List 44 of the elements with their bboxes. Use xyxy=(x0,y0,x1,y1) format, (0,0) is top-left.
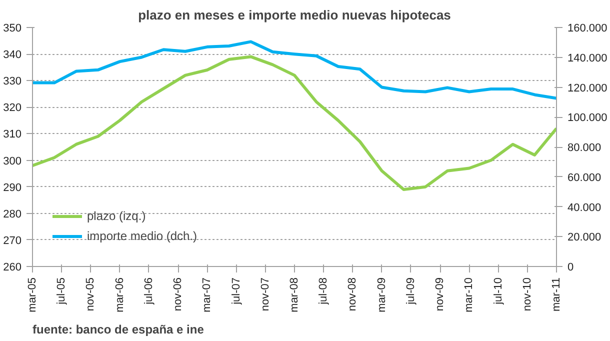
x-tick-label: nov-07 xyxy=(259,277,272,312)
x-tick-label: nov-10 xyxy=(521,277,534,312)
x-tick-label: jul-05 xyxy=(56,278,68,306)
y2-tick-label: 100.000 xyxy=(568,112,608,124)
x-tick-label: mar-07 xyxy=(201,278,214,312)
x-tick-label: jul-06 xyxy=(142,278,155,306)
legend-label: plazo (izq.) xyxy=(87,209,146,223)
y2-tick-label: 20.000 xyxy=(568,232,602,244)
y-tick-label: 260 xyxy=(3,262,22,274)
x-tick-label: mar-11 xyxy=(550,277,562,312)
x-tick-label: mar-06 xyxy=(114,278,126,312)
source-note: fuente: banco de españa e ine xyxy=(32,322,204,336)
x-tick-label: jul-10 xyxy=(492,278,504,306)
y-tick-label: 280 xyxy=(3,208,22,220)
x-tick-label: nov-08 xyxy=(346,277,359,312)
y-tick-label: 350 xyxy=(3,22,22,34)
x-tick-label: nov-05 xyxy=(84,277,97,312)
x-tick-label: mar-05 xyxy=(26,278,38,312)
y2-tick-label: 140.000 xyxy=(568,52,608,64)
line-series xyxy=(32,40,556,100)
y2-tick-label: 120.000 xyxy=(568,82,608,94)
y-tick-label: 270 xyxy=(3,234,22,247)
y2-tick-label: 160.000 xyxy=(568,22,608,34)
x-tick-label: mar-08 xyxy=(288,278,300,312)
y2-tick-label: 60.000 xyxy=(568,172,602,184)
x-tick-label: mar-10 xyxy=(463,278,476,312)
y-tick-label: 320 xyxy=(3,102,22,114)
y-tick-label: 290 xyxy=(3,182,22,194)
y-tick-label: 300 xyxy=(3,155,22,168)
x-tick-label: jul-09 xyxy=(404,278,417,306)
legend-label: importe medio (dch.) xyxy=(87,229,198,243)
x-tick-label: mar-09 xyxy=(376,278,388,312)
y-tick-label: 340 xyxy=(3,49,22,62)
x-tick-label: jul-08 xyxy=(318,278,330,306)
line-series xyxy=(32,55,556,191)
y-tick-label: 330 xyxy=(3,76,22,88)
x-tick-label: nov-06 xyxy=(172,277,184,312)
y2-tick-label: 80.000 xyxy=(568,142,602,154)
chart-title: plazo en meses e importe medio nuevas hipotecas xyxy=(138,8,451,22)
y2-tick-label: 40.000 xyxy=(568,202,602,214)
x-tick-label: nov-09 xyxy=(434,277,446,312)
y2-tick-label: 0 xyxy=(568,262,574,274)
y-tick-label: 310 xyxy=(3,128,22,141)
x-tick-label: jul-07 xyxy=(230,278,242,306)
